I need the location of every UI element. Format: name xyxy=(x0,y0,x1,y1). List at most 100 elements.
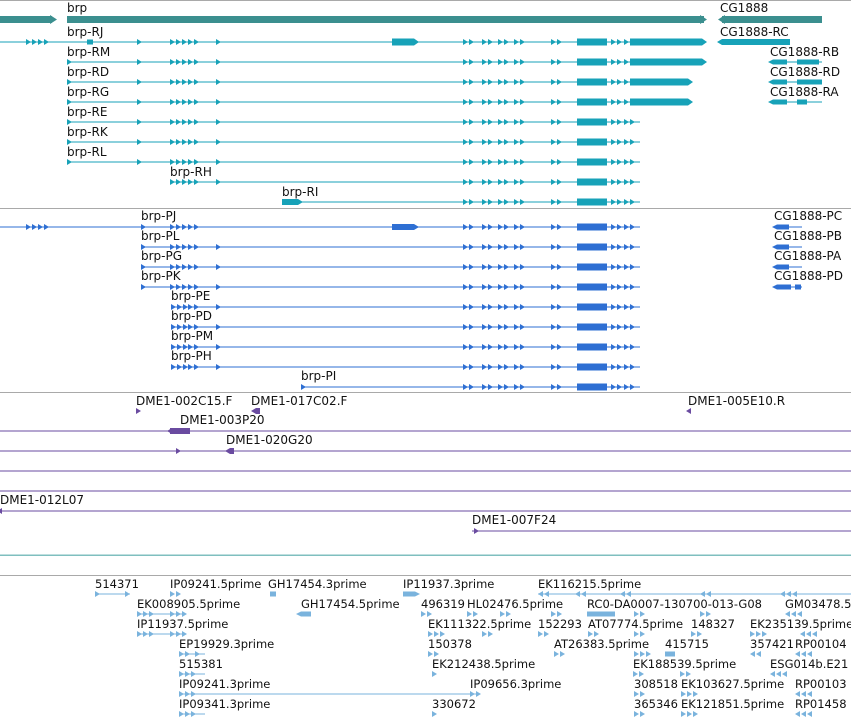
clone-label[interactable]: DME1-020G20 xyxy=(226,433,313,447)
strand-arrow xyxy=(551,224,556,230)
transcript-label[interactable]: brp-RH xyxy=(170,165,212,179)
transcript-label[interactable]: brp-PD xyxy=(171,309,212,323)
transcript-label[interactable]: CG1888-PB xyxy=(774,229,843,243)
est-label[interactable]: RC0-DA0007-130700-013-G08 xyxy=(587,597,762,611)
strand-arrow xyxy=(520,364,525,370)
est-label[interactable]: IP09656.3prime xyxy=(470,677,562,691)
strand-arrow xyxy=(194,344,199,350)
est-label[interactable]: EK188539.5prime xyxy=(633,657,737,671)
transcript-label[interactable]: brp-RI xyxy=(282,185,319,199)
transcript-label[interactable]: brp-RE xyxy=(67,105,108,119)
transcript-label[interactable]: brp-PE xyxy=(171,289,211,303)
transcript-label[interactable]: brp-RG xyxy=(67,85,110,99)
est-label[interactable]: AT07774.5prime xyxy=(588,617,684,631)
est-label[interactable]: 514371 xyxy=(95,577,139,591)
strand-arrow xyxy=(188,344,193,350)
transcript-label[interactable]: brp-RK xyxy=(67,125,108,139)
est-label[interactable]: 415715 xyxy=(665,637,709,651)
exon-tip xyxy=(772,284,777,290)
strand-arrow xyxy=(194,179,199,185)
clone-label[interactable]: DME1-005E10.R xyxy=(688,394,786,408)
transcript-label[interactable]: brp-PL xyxy=(141,229,180,243)
est-label[interactable]: 150378 xyxy=(428,637,472,651)
strand-arrow xyxy=(520,324,525,330)
est-label[interactable]: RP00103 xyxy=(795,677,847,691)
strand-arrow xyxy=(624,159,629,165)
est-label[interactable]: EK008905.5prime xyxy=(137,597,241,611)
transcript-label[interactable]: CG1888-RD xyxy=(770,65,841,79)
strand-arrow xyxy=(630,244,635,250)
strand-arrow xyxy=(488,244,493,250)
est-label[interactable]: ESG014b.E21 xyxy=(770,657,849,671)
transcript-label[interactable]: CG1888-RB xyxy=(770,45,840,59)
est-label[interactable]: GH17454.5prime xyxy=(301,597,400,611)
est-label[interactable]: GM03478.5 xyxy=(785,597,851,611)
est-label[interactable]: 330672 xyxy=(432,697,476,711)
est-label[interactable]: EK111322.5prime xyxy=(428,617,532,631)
transcript-label[interactable]: brp-PK xyxy=(141,269,181,283)
transcript-label[interactable]: CG1888-PC xyxy=(774,209,843,223)
est-label[interactable]: EK121851.5prime xyxy=(681,697,785,711)
transcript-label[interactable]: CG1888-RA xyxy=(770,85,839,99)
est-label[interactable]: IP11937.5prime xyxy=(137,617,229,631)
est-label[interactable]: 496319 xyxy=(421,597,465,611)
exon-block xyxy=(270,591,276,597)
transcript-label[interactable]: brp-PI xyxy=(301,369,337,383)
strand-arrow xyxy=(504,344,509,350)
clone-label[interactable]: DME1-002C15.F xyxy=(136,394,233,408)
est-label[interactable]: IP11937.3prime xyxy=(403,577,495,591)
est-label[interactable]: GH17454.3prime xyxy=(268,577,367,591)
est-label[interactable]: EK212438.5prime xyxy=(432,657,536,671)
strand-arrow xyxy=(182,139,187,145)
transcript-label[interactable]: brp-RL xyxy=(67,145,107,159)
est-label[interactable]: IP09241.3prime xyxy=(179,677,271,691)
clone-label[interactable]: DME1-003P20 xyxy=(180,413,265,427)
transcript-label[interactable]: brp-RJ xyxy=(67,25,104,39)
est-label[interactable]: HL02476.5prime xyxy=(467,597,564,611)
clone-label[interactable]: DME1-007F24 xyxy=(472,513,557,527)
est-label[interactable]: RP00104 xyxy=(795,637,847,651)
transcript-label[interactable]: brp-PG xyxy=(141,249,183,263)
est-label[interactable]: RP01458 xyxy=(795,697,847,711)
gene-feature[interactable] xyxy=(0,16,52,23)
transcript-label[interactable]: brp-PH xyxy=(171,349,212,363)
transcript-label[interactable]: brp-RM xyxy=(67,45,111,59)
strand-arrow xyxy=(188,159,193,165)
strand-arrow xyxy=(182,284,187,290)
transcript-label[interactable]: brp-PM xyxy=(171,329,214,343)
est-label[interactable]: 357421 xyxy=(750,637,794,651)
exon-block xyxy=(403,591,415,597)
strand-arrow xyxy=(216,304,221,310)
strand-arrow xyxy=(504,99,509,105)
strand-arrow xyxy=(498,364,503,370)
est-label[interactable]: 148327 xyxy=(691,617,735,631)
est-label[interactable]: IP09341.3prime xyxy=(179,697,271,711)
transcript-label[interactable]: CG1888-PD xyxy=(774,269,844,283)
est-label[interactable]: AT26383.5prime xyxy=(554,637,650,651)
transcript-label[interactable]: CG1888-PA xyxy=(774,249,842,263)
est-label[interactable]: EK103627.5prime xyxy=(681,677,785,691)
gene-label[interactable]: CG1888 xyxy=(720,1,769,15)
gene-label[interactable]: brp xyxy=(67,1,88,15)
est-label[interactable]: EK235139.5prime xyxy=(750,617,851,631)
strand-arrow xyxy=(171,364,176,370)
gene-feature[interactable] xyxy=(67,16,704,23)
est-label[interactable]: 308518 xyxy=(634,677,678,691)
transcript-label[interactable]: brp-RD xyxy=(67,65,110,79)
exon-block xyxy=(577,243,607,251)
clone-label[interactable]: DME1-012L07 xyxy=(0,493,84,507)
clone-label[interactable]: DME1-017C02.F xyxy=(251,394,348,408)
strand-arrow xyxy=(179,691,184,697)
est-label[interactable]: 515381 xyxy=(179,657,223,671)
est-label[interactable]: EK116215.5prime xyxy=(538,577,642,591)
strand-arrow xyxy=(646,651,651,657)
strand-arrow xyxy=(514,304,519,310)
transcript-label[interactable]: CG1888-RC xyxy=(720,25,789,39)
gene-feature[interactable] xyxy=(722,16,822,23)
transcript-label[interactable]: brp-PJ xyxy=(141,209,177,223)
est-label[interactable]: 152293 xyxy=(538,617,582,631)
strand-arrow xyxy=(687,691,692,697)
est-label[interactable]: 365346 xyxy=(634,697,678,711)
est-label[interactable]: IP09241.5prime xyxy=(170,577,262,591)
est-label[interactable]: EP19929.3prime xyxy=(179,637,275,651)
